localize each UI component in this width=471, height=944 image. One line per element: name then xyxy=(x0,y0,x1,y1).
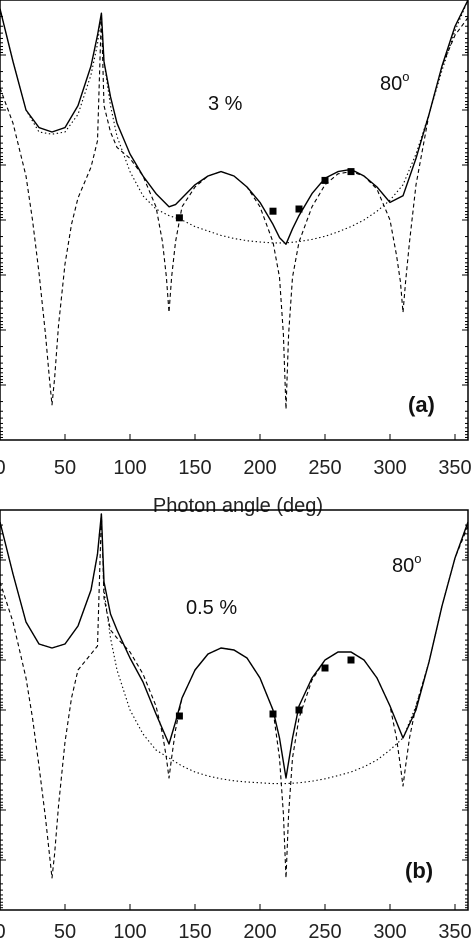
x-tick-label: 250 xyxy=(308,921,341,943)
x-tick-label: 200 xyxy=(243,457,276,479)
x-tick-label: 150 xyxy=(178,457,211,479)
x-tick-labels: 0 50 100 150 200 250 300 350 xyxy=(0,457,471,479)
data-marker xyxy=(347,656,355,664)
x-tick-labels: 0 50 100 150 200 250 300 350 xyxy=(0,921,471,943)
panel-label: (b) xyxy=(405,858,433,883)
data-marker xyxy=(269,710,277,718)
x-tick-label: 300 xyxy=(373,921,406,943)
data-marker xyxy=(175,712,183,720)
dotted-series-line xyxy=(0,0,469,244)
x-tick-label: 0 xyxy=(0,921,6,943)
angle-degree-sign: o xyxy=(414,551,421,566)
dashed-series-line xyxy=(0,12,469,410)
data-marker xyxy=(321,664,329,672)
solid-series-line xyxy=(0,0,469,245)
series-group xyxy=(0,513,469,879)
x-tick-label: 50 xyxy=(54,457,76,479)
x-tick-label: 350 xyxy=(438,921,471,943)
angle-value: 80 xyxy=(392,555,414,577)
x-tick-label: 200 xyxy=(243,921,276,943)
data-marker xyxy=(295,706,303,714)
tick-marks xyxy=(0,524,468,910)
x-axis-title: Photon angle (deg) xyxy=(153,495,323,517)
angle-annotation: 80o xyxy=(392,551,421,577)
x-tick-label: 250 xyxy=(308,457,341,479)
solid-series-line xyxy=(0,513,469,779)
data-marker xyxy=(347,168,355,176)
tick-marks xyxy=(0,16,468,440)
x-tick-label: 150 xyxy=(178,921,211,943)
angle-degree-sign: o xyxy=(402,69,409,84)
x-tick-label: 100 xyxy=(113,921,146,943)
angle-annotation: 80o xyxy=(380,69,409,95)
x-tick-label: 0 xyxy=(0,457,6,479)
angle-value: 80 xyxy=(380,73,402,95)
percent-annotation: 3 % xyxy=(208,93,243,115)
x-tick-label: 50 xyxy=(54,921,76,943)
chart-panel-b: 0 50 100 150 200 250 300 350 0.5 % 80o (b) xyxy=(0,509,471,943)
x-tick-label: 350 xyxy=(438,457,471,479)
percent-annotation: 0.5 % xyxy=(186,597,237,619)
chart-panel-a: 0 50 100 150 200 250 300 350 3 % 80o (a) Photon… xyxy=(0,0,471,517)
panel-label: (a) xyxy=(408,392,435,417)
dotted-series-line xyxy=(0,513,469,785)
data-marker xyxy=(175,214,183,222)
data-marker xyxy=(295,205,303,213)
x-tick-label: 300 xyxy=(373,457,406,479)
x-tick-label: 100 xyxy=(113,457,146,479)
series-group xyxy=(0,0,469,410)
data-marker xyxy=(269,207,277,215)
data-marker xyxy=(321,176,329,184)
plot-frame xyxy=(0,0,469,441)
